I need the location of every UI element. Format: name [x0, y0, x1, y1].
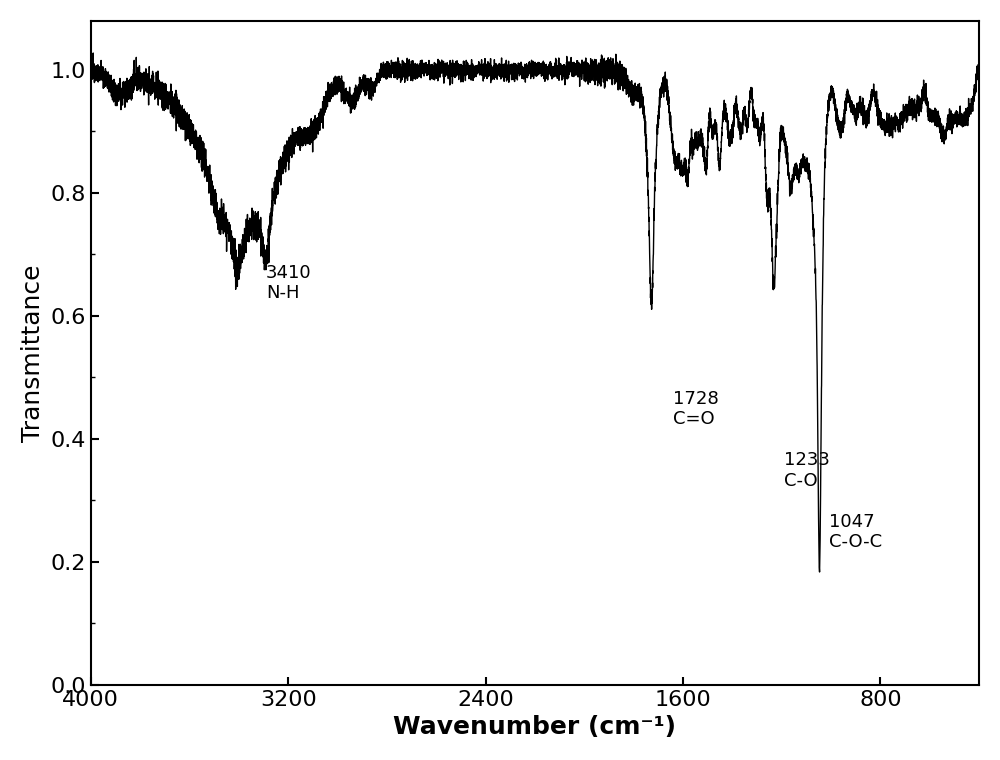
X-axis label: Wavenumber (cm⁻¹): Wavenumber (cm⁻¹): [393, 715, 676, 739]
Text: 1233
C-O: 1233 C-O: [784, 451, 830, 490]
Text: 1047
C-O-C: 1047 C-O-C: [829, 513, 882, 552]
Y-axis label: Transmittance: Transmittance: [21, 264, 45, 442]
Text: 3410
N-H: 3410 N-H: [266, 264, 312, 302]
Text: 1728
C=O: 1728 C=O: [673, 390, 719, 429]
